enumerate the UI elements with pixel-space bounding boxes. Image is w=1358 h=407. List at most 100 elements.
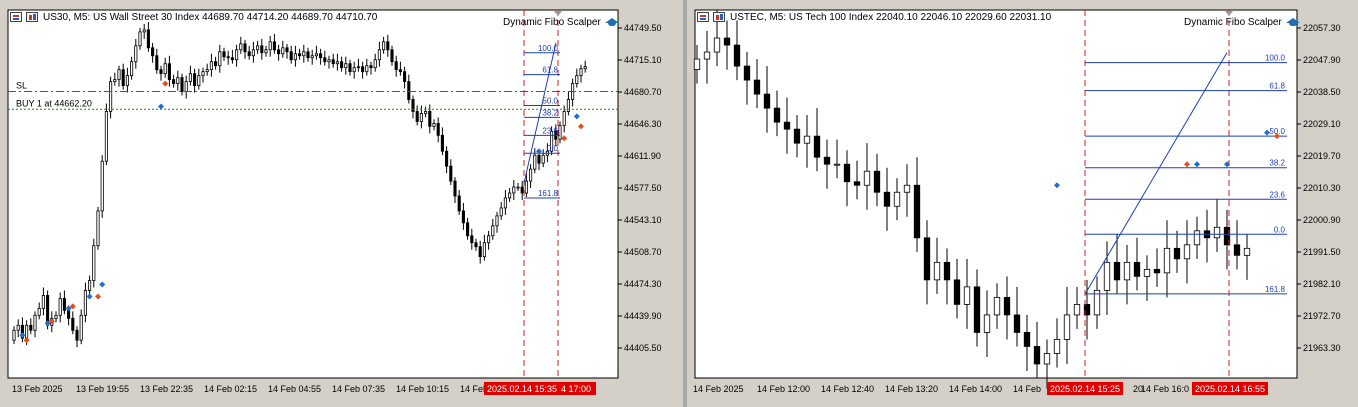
- bull-candle: [201, 71, 205, 77]
- fibo-level-label: 23.6: [542, 126, 558, 135]
- bull-candle: [703, 51, 711, 60]
- bull-candle: [293, 53, 297, 61]
- fibo-level-label: 161.8: [1265, 285, 1286, 294]
- chart-menu-icon[interactable]: [697, 12, 709, 22]
- us30-chart-canvas[interactable]: 44749.50 44715.10 44680.70 44646.30 44611.90…: [0, 0, 683, 407]
- bull-candle: [134, 45, 138, 63]
- fibo-level-label: 0.0: [547, 144, 559, 153]
- bull-candle: [1053, 339, 1061, 354]
- chart-window-ustec[interactable]: 22057.30 22047.90 22038.50 22029.10 22019.70…: [687, 0, 1358, 407]
- bear-candle: [411, 99, 415, 112]
- bull-candle: [419, 113, 423, 122]
- bull-candle: [1103, 261, 1111, 291]
- bear-candle: [226, 56, 230, 59]
- bear-candle: [71, 317, 75, 331]
- bear-candle: [440, 134, 444, 152]
- bear-candle: [783, 121, 791, 130]
- ustec-chart-canvas[interactable]: 22057.30 22047.90 22038.50 22029.10 22019.70…: [687, 0, 1358, 407]
- bull-candle: [130, 61, 134, 77]
- buy-marker: [1224, 161, 1230, 168]
- chart-menu-icon[interactable]: [10, 12, 22, 22]
- price-axis-label: 22029.10: [1303, 119, 1341, 129]
- bull-candle: [1183, 244, 1191, 260]
- bull-candle: [16, 324, 20, 331]
- ustec-chart-header: USTEC, M5: US Tech 100 Index 22040.10 22…: [695, 10, 1051, 24]
- price-axis-label: 44577.50: [624, 183, 662, 193]
- plot-area: [694, 9, 1298, 379]
- graduation-cap-icon: [604, 16, 620, 28]
- bear-candle: [520, 186, 524, 194]
- bull-candle: [92, 245, 96, 281]
- bear-candle: [272, 41, 276, 51]
- bull-candle: [344, 63, 348, 69]
- bear-candle: [361, 66, 365, 73]
- bear-candle: [151, 47, 155, 57]
- price-axis-label: 44680.70: [624, 87, 662, 97]
- time-box: [1047, 382, 1123, 395]
- bear-candle: [289, 51, 293, 61]
- bear-candle: [445, 150, 449, 167]
- bull-candle: [79, 314, 83, 341]
- bull-candle: [33, 314, 37, 331]
- plot-area: [7, 9, 619, 379]
- buy-marker: [573, 113, 580, 120]
- bear-candle: [398, 69, 402, 73]
- bear-candle: [247, 51, 251, 57]
- bear-candle: [1153, 268, 1161, 274]
- bull-candle: [142, 29, 146, 33]
- bear-candle: [428, 111, 432, 127]
- price-axis-label: 22000.90: [1303, 215, 1341, 225]
- bull-candle: [524, 180, 528, 194]
- bull-candle: [382, 41, 386, 51]
- bear-candle: [478, 246, 482, 258]
- bull-candle: [58, 298, 62, 316]
- bull-candle: [335, 61, 339, 65]
- chart-type-icon[interactable]: [713, 12, 725, 22]
- bear-candle: [723, 37, 731, 46]
- bear-candle: [813, 135, 821, 158]
- bull-candle: [113, 79, 117, 83]
- bear-candle: [121, 69, 125, 86]
- bull-candle: [109, 81, 113, 112]
- us30-ea-label[interactable]: Dynamic Fibo Scalper: [503, 16, 620, 28]
- chart-type-icon[interactable]: [26, 12, 38, 22]
- price-axis-label: 21991.50: [1303, 247, 1341, 257]
- window-divider[interactable]: [683, 0, 687, 407]
- bear-candle: [449, 165, 453, 182]
- bull-candle: [176, 77, 180, 84]
- bear-candle: [973, 286, 981, 333]
- bear-candle: [453, 180, 457, 197]
- bear-candle: [537, 154, 541, 164]
- time-box-suffix: 4 17:00: [561, 384, 591, 394]
- bear-candle: [386, 41, 390, 51]
- bear-candle: [348, 63, 352, 73]
- sell-marker: [69, 303, 76, 310]
- bull-candle: [516, 186, 520, 189]
- chart-window-us30[interactable]: 44749.50 44715.10 44680.70 44646.30 44611.90…: [0, 0, 683, 407]
- bear-candle: [29, 324, 33, 331]
- fibo-level-label: 61.8: [542, 66, 558, 75]
- bull-candle: [529, 168, 533, 182]
- sell-marker: [23, 337, 30, 344]
- bear-candle: [773, 107, 781, 123]
- buy-marker: [19, 332, 26, 339]
- price-axis-label: 44715.10: [624, 55, 662, 65]
- ustec-symbol-title: USTEC, M5: US Tech 100 Index 22040.10 22…: [730, 11, 1052, 23]
- ustec-ea-label[interactable]: Dynamic Fibo Scalper: [1184, 16, 1301, 28]
- time-box: [484, 382, 596, 395]
- bull-candle: [218, 51, 222, 67]
- price-axis-label: 21972.70: [1303, 311, 1341, 321]
- buy-marker: [536, 148, 542, 155]
- bear-candle: [331, 59, 335, 65]
- buy-marker: [1264, 129, 1270, 136]
- bull-candle: [558, 124, 562, 140]
- graduation-cap-icon: [1285, 16, 1301, 28]
- bull-candle: [583, 66, 587, 70]
- shift-marker-icon: [554, 11, 562, 16]
- price-axis-label: 44405.50: [624, 343, 662, 353]
- bull-candle: [533, 154, 537, 170]
- fibo-level-label: 38.2: [542, 108, 558, 117]
- ustec-ea-name: Dynamic Fibo Scalper: [1184, 16, 1282, 28]
- sell-marker: [561, 135, 568, 142]
- bear-candle: [180, 77, 184, 92]
